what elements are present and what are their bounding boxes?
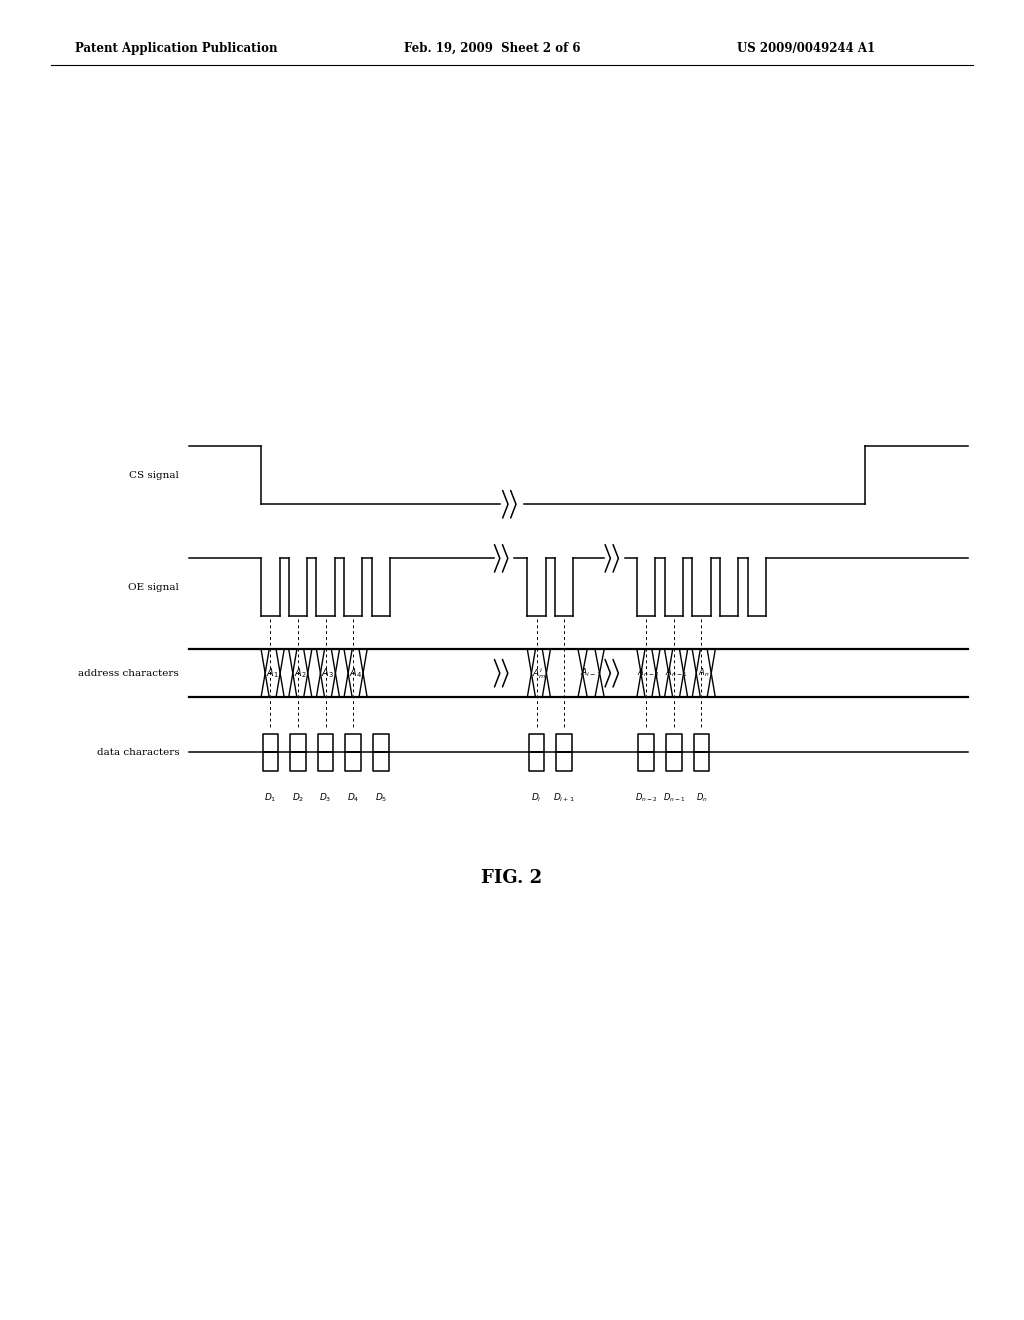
Text: OE signal: OE signal [128,583,179,591]
Text: Patent Application Publication: Patent Application Publication [75,42,278,54]
Text: $A_4$: $A_4$ [349,667,362,680]
Text: $D_1$: $D_1$ [264,792,276,804]
Text: $D_n$: $D_n$ [695,792,708,804]
Text: $D_4$: $D_4$ [347,792,359,804]
Text: CS signal: CS signal [129,471,179,479]
Text: $D_{n-2}$: $D_{n-2}$ [635,792,657,804]
Text: $A_3$: $A_3$ [322,667,335,680]
Text: $A_{i-1}$: $A_{i-1}$ [581,667,602,680]
Text: $D_3$: $D_3$ [319,792,332,804]
Text: FIG. 2: FIG. 2 [481,869,543,887]
Text: $A_{n-2}$: $A_{n-2}$ [637,667,659,680]
Text: $D_{n-1}$: $D_{n-1}$ [663,792,685,804]
Text: $D_2$: $D_2$ [292,792,304,804]
Text: $D_i$: $D_i$ [531,792,542,804]
Text: address characters: address characters [79,669,179,677]
Text: US 2009/0049244 A1: US 2009/0049244 A1 [737,42,876,54]
Text: $A_m^i$: $A_m^i$ [531,665,546,681]
Text: Feb. 19, 2009  Sheet 2 of 6: Feb. 19, 2009 Sheet 2 of 6 [404,42,581,54]
Text: $D_5$: $D_5$ [375,792,387,804]
Text: $A_n$: $A_n$ [698,667,710,680]
Text: data characters: data characters [96,748,179,756]
Text: $A_1$: $A_1$ [266,667,279,680]
Text: $D_{i+1}$: $D_{i+1}$ [553,792,575,804]
Text: $A_{n-1}$: $A_{n-1}$ [665,667,687,680]
Text: $A_2$: $A_2$ [294,667,306,680]
